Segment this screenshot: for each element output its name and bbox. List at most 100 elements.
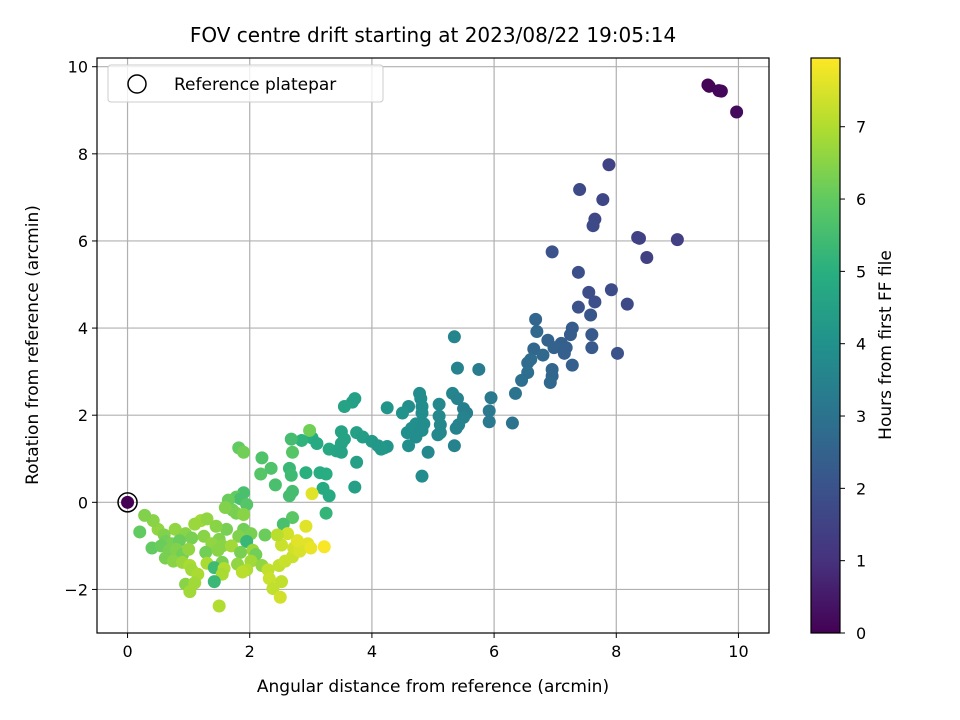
data-point [303,423,317,437]
data-point [281,527,295,541]
data-point [199,545,213,559]
data-point [610,346,624,360]
data-point [121,495,135,509]
data-point [547,341,561,355]
data-point [224,539,238,553]
legend: Reference platepar [107,64,384,103]
data-point [319,467,333,481]
data-point [299,466,313,480]
x-tick-label: 2 [245,642,255,661]
y-axis-label: Rotation from reference (arcmin) [23,205,43,485]
data-point [182,542,196,556]
data-point [254,467,268,481]
y-tick-label: 0 [78,493,88,512]
data-point [295,433,309,447]
data-point [508,386,522,400]
data-point [380,401,394,415]
y-tick-label: 4 [78,319,88,338]
data-point [218,501,232,515]
data-point [582,285,596,299]
data-point [620,297,634,311]
data-point [284,468,298,482]
data-point [305,487,319,501]
data-point [527,342,541,356]
data-point [317,540,331,554]
data-point [237,508,251,522]
data-point [586,219,600,233]
data-point [138,508,152,522]
colorbar-tick-label: 6 [856,190,866,209]
x-tick-label: 4 [367,642,377,661]
data-point [133,525,147,539]
data-point [282,489,296,503]
data-point [447,439,461,453]
data-point [395,406,409,420]
data-point [482,415,496,429]
data-point [266,582,280,596]
colorbar-label: Hours from first FF file [876,250,896,440]
data-point [264,461,278,475]
data-point [670,233,684,247]
data-point [183,585,197,599]
data-point [484,391,498,405]
data-point [449,421,463,435]
data-point [557,346,571,360]
data-point [432,397,446,411]
data-point [285,511,299,525]
colorbar-tick-label: 4 [856,335,866,354]
data-point [200,512,214,526]
data-point [596,193,610,207]
data-point [299,519,313,533]
data-point [450,392,464,406]
data-point [545,245,559,259]
data-point [337,399,351,413]
data-point [505,416,519,430]
data-point [602,158,616,172]
data-point [563,328,577,342]
reference-platepar-marker [117,492,138,513]
data-point [571,300,585,314]
plot-frame [96,57,770,634]
y-tick-label: 10 [68,58,88,77]
data-point [585,328,599,342]
y-axis-ticks: −2 0 2 4 6 8 10 [64,58,97,599]
data-point [402,439,416,453]
colorbar-ticks: 0 1 2 3 4 5 6 7 [840,118,866,643]
data-point [334,445,348,459]
data-point [290,534,304,548]
data-point [374,442,388,456]
data-point [293,544,307,558]
data-point [472,362,486,376]
data-point [632,231,646,245]
data-point [565,358,579,372]
data-point [255,451,269,465]
data-point [714,84,728,98]
data-point [585,341,599,355]
data-point [185,531,199,545]
colorbar-tick-label: 2 [856,479,866,498]
data-point [640,251,654,265]
data-point [240,497,254,511]
data-point [415,406,429,420]
x-axis-ticks: 0 2 4 6 8 10 [122,633,749,661]
data-point [268,478,282,492]
data-point [588,295,602,309]
data-point [521,356,535,370]
data-point [211,543,225,557]
y-tick-label: 2 [78,406,88,425]
y-tick-label: 8 [78,145,88,164]
data-point [220,522,234,536]
data-point [447,330,461,344]
data-point [529,312,543,326]
data-point [702,79,716,93]
data-point [270,528,284,542]
data-point [515,373,529,387]
data-point [348,480,362,494]
data-point [530,325,544,339]
colorbar-tick-label: 7 [856,118,866,137]
data-point [350,455,364,469]
data-point [319,506,333,520]
data-point [235,565,249,579]
data-point [209,519,223,533]
